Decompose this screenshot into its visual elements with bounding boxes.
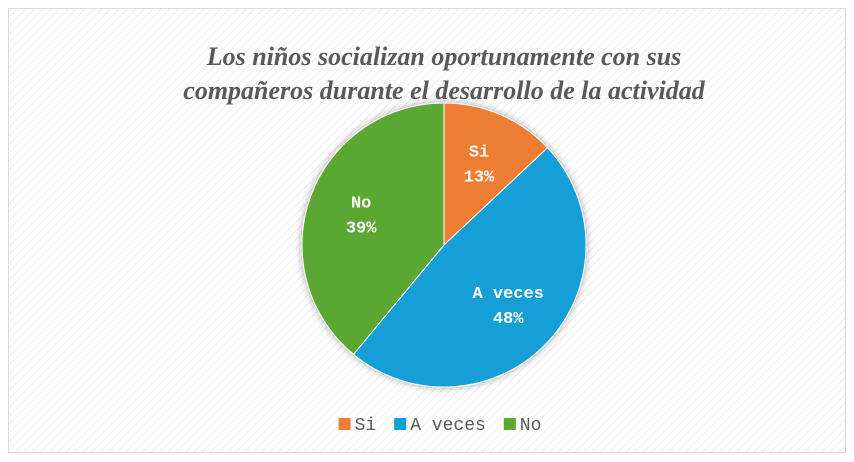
- pie: [301, 102, 587, 388]
- chart-title: Los niños socializan oportunamente con s…: [183, 42, 705, 105]
- slice-category-label: A veces: [472, 285, 543, 304]
- slice-category-label: No: [351, 195, 371, 214]
- slice-category-label: Si: [469, 144, 489, 163]
- pie-slice: [301, 102, 445, 356]
- slice-value-label: 48%: [493, 310, 524, 329]
- legend-label: No: [520, 416, 542, 436]
- slice-value-label: 13%: [464, 169, 495, 188]
- slice-value-label: 39%: [346, 220, 377, 239]
- legend-swatch: [394, 418, 407, 430]
- pie-slice: [443, 102, 549, 247]
- legend-label: A veces: [410, 416, 486, 436]
- legend-label: Si: [355, 416, 377, 436]
- legend-swatch: [503, 418, 516, 430]
- legend-swatch: [338, 418, 351, 430]
- pie-slice: [352, 147, 587, 388]
